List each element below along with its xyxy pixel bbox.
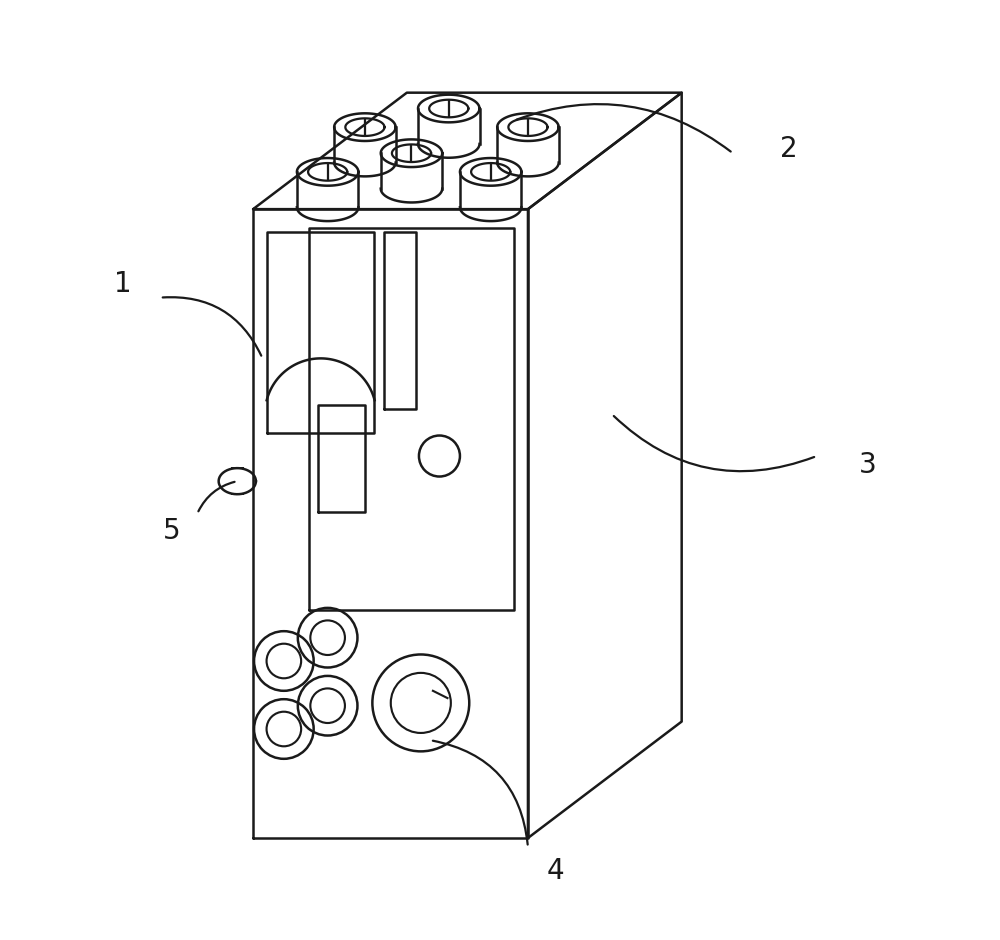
Text: 2: 2 <box>780 134 798 163</box>
Text: 1: 1 <box>114 270 131 298</box>
Text: 3: 3 <box>859 451 877 479</box>
Text: 5: 5 <box>163 517 181 544</box>
Text: 4: 4 <box>547 856 565 885</box>
